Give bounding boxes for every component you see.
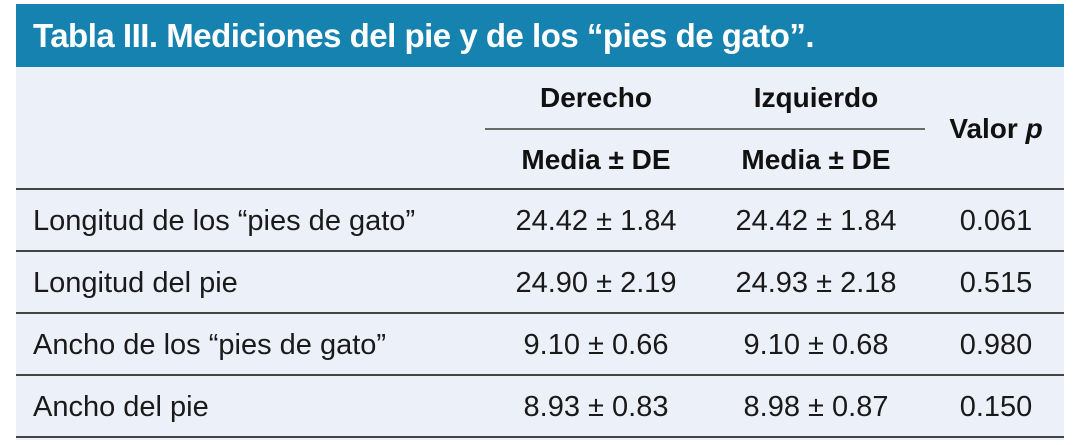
cell-p: 0.150: [959, 391, 1033, 423]
table: Tabla III. Mediciones del pie y de los “…: [16, 4, 1064, 440]
table-row: Ancho de los “pies de gato” 9.10 ± 0.66 …: [16, 314, 1064, 376]
cell-derecho: 24.42 ± 1.84: [515, 205, 677, 237]
row-divider: [16, 374, 1064, 376]
row-divider: [16, 250, 1064, 252]
row-label: Longitud de los “pies de gato”: [33, 205, 416, 237]
p-symbol: p: [1025, 113, 1043, 144]
table-row: Longitud del pie 24.90 ± 2.19 24.93 ± 2.…: [16, 252, 1064, 314]
header-media-de-izquierdo: Media ± DE: [741, 144, 891, 175]
header-valor-p: Valor p: [926, 113, 1066, 145]
header-divider: [485, 128, 925, 130]
table-row: Longitud de los “pies de gato” 24.42 ± 1…: [16, 190, 1064, 252]
cell-derecho: 9.10 ± 0.66: [523, 329, 669, 361]
cell-derecho: 8.93 ± 0.83: [523, 391, 669, 423]
cell-p: 0.061: [959, 205, 1033, 237]
header-izquierdo: Izquierdo: [753, 82, 879, 113]
row-label: Ancho del pie: [33, 391, 209, 423]
header-media-de-derecho: Media ± DE: [521, 144, 671, 175]
row-label: Longitud del pie: [33, 267, 238, 299]
header-derecho: Derecho: [539, 82, 653, 113]
header-rule: [16, 188, 1064, 190]
cell-derecho: 24.90 ± 2.19: [515, 267, 677, 299]
row-divider: [16, 312, 1064, 314]
table-row: Ancho del pie 8.93 ± 0.83 8.98 ± 0.87 0.…: [16, 376, 1064, 438]
row-label: Ancho de los “pies de gato”: [33, 329, 387, 361]
valor-label: Valor: [949, 113, 1018, 144]
bottom-rule: [16, 436, 1064, 438]
cell-izquierdo: 9.10 ± 0.68: [743, 329, 889, 361]
cell-izquierdo: 24.93 ± 2.18: [735, 267, 897, 299]
cell-izquierdo: 24.42 ± 1.84: [735, 205, 897, 237]
cell-p: 0.980: [959, 329, 1033, 361]
cell-izquierdo: 8.98 ± 0.87: [743, 391, 889, 423]
table-title: Tabla III. Mediciones del pie y de los “…: [16, 4, 1064, 67]
cell-p: 0.515: [959, 267, 1033, 299]
